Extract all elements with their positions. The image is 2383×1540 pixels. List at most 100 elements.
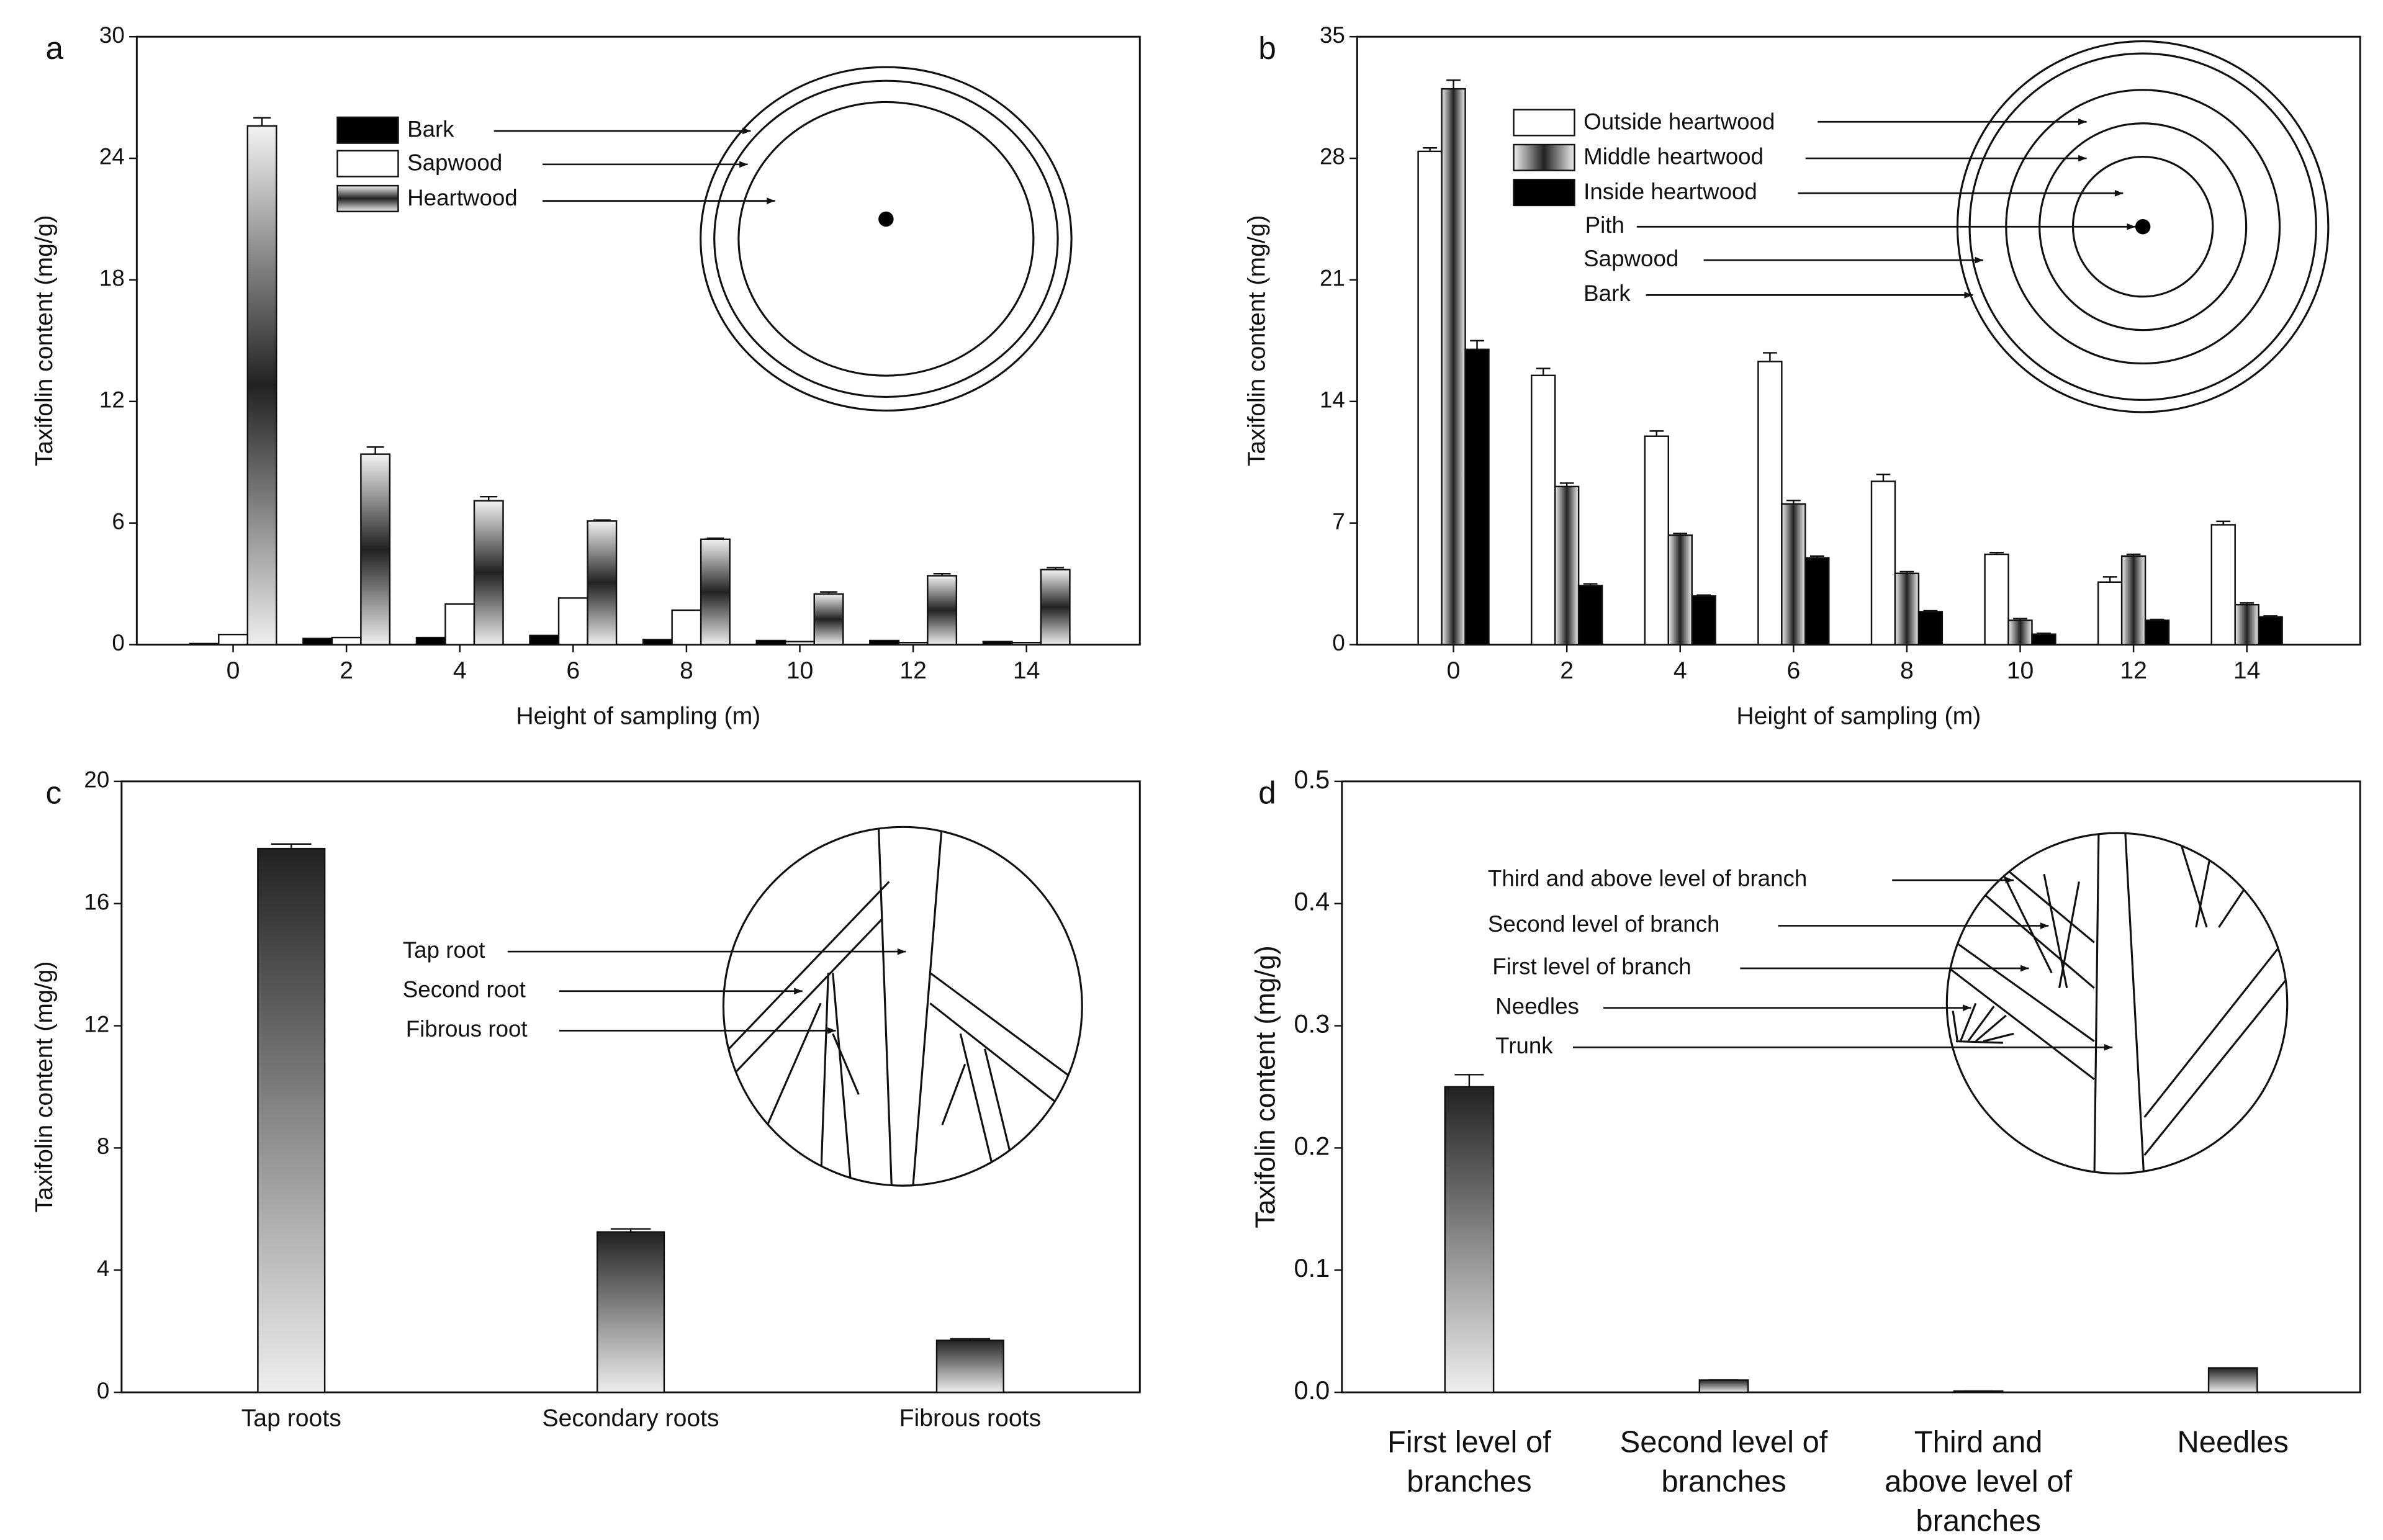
bar xyxy=(2210,524,2236,646)
x-tick-label: 2 xyxy=(1560,657,1574,684)
legend-label: Inside heartwood xyxy=(1583,179,1757,204)
y-tick-label: 7 xyxy=(1332,508,1345,534)
y-tick-label: 20 xyxy=(84,767,109,793)
bar xyxy=(557,597,588,646)
diagram-b xyxy=(1636,40,2330,413)
bar xyxy=(1644,435,1669,646)
y-tick-label: 0.5 xyxy=(1294,765,1330,794)
bar xyxy=(935,1340,1004,1394)
legend-swatch xyxy=(1513,179,1575,207)
x-tick-label: First level of branches xyxy=(1387,1425,1551,1498)
y-tick-label: 0 xyxy=(97,1378,109,1403)
bar xyxy=(1691,595,1716,646)
y-tick-label: 0.1 xyxy=(1294,1253,1330,1282)
error-bar xyxy=(253,117,271,126)
y-tick-label: 16 xyxy=(84,889,109,914)
error-bar xyxy=(2102,576,2117,582)
x-axis-label: Height of sampling (m) xyxy=(1736,703,1981,729)
error-bar xyxy=(1583,583,1598,586)
y-tick-label: 0 xyxy=(112,630,124,655)
panel-label: c xyxy=(45,774,61,810)
x-tick-label: 6 xyxy=(1786,657,1800,684)
bar xyxy=(189,642,220,646)
x-tick-label: 0 xyxy=(227,657,240,684)
error-bar xyxy=(2037,633,2051,634)
annotation: Fibrous root xyxy=(406,1016,528,1042)
error-bar xyxy=(593,519,611,521)
x-tick-label: Tap roots xyxy=(241,1405,341,1432)
bar xyxy=(1554,485,1580,646)
x-axis-label: Height of sampling (m) xyxy=(516,703,760,729)
bar xyxy=(1464,348,1490,646)
bar xyxy=(2097,581,2123,646)
bar xyxy=(2258,616,2283,646)
error-bar xyxy=(820,591,837,594)
panel-label: d xyxy=(1258,774,1276,810)
annotation: Bark xyxy=(1583,281,1631,306)
y-tick-label: 14 xyxy=(1320,387,1345,412)
x-tick-label: 8 xyxy=(1900,657,1914,684)
y-axis-label: Taxifolin content (mg/g) xyxy=(31,961,58,1213)
x-tick-label: Second level of branches xyxy=(1620,1425,1828,1498)
legend-label: Sapwood xyxy=(407,150,502,176)
legend-swatch xyxy=(1513,143,1575,171)
bar xyxy=(700,538,731,646)
bar xyxy=(415,636,446,646)
error-bar xyxy=(1047,567,1065,570)
bar xyxy=(1040,569,1071,646)
error-bar xyxy=(480,495,498,501)
bar xyxy=(927,575,958,646)
y-tick-label: 28 xyxy=(1320,144,1345,169)
annotation: Needles xyxy=(1495,993,1579,1019)
bar xyxy=(246,125,277,646)
y-tick-label: 12 xyxy=(84,1011,109,1037)
bar xyxy=(1441,88,1466,646)
bar xyxy=(1894,572,1920,646)
bar xyxy=(2234,603,2259,646)
bar xyxy=(1698,1379,1749,1394)
bar xyxy=(360,453,391,646)
bar xyxy=(1667,534,1693,646)
error-bar xyxy=(1673,533,1688,536)
bar xyxy=(1984,553,2009,646)
x-tick-label: 14 xyxy=(2233,657,2261,684)
bar xyxy=(785,641,815,646)
x-tick-label: 6 xyxy=(566,657,580,684)
error-bar xyxy=(2216,520,2231,525)
annotation: Trunk xyxy=(1495,1033,1553,1058)
error-bar xyxy=(1454,1074,1484,1087)
x-tick-label: Third and above level of branches xyxy=(1885,1425,2072,1538)
y-tick-label: 24 xyxy=(99,144,125,169)
y-tick-label: 0.2 xyxy=(1294,1131,1330,1160)
error-bar xyxy=(1696,594,1711,597)
x-tick-label: 8 xyxy=(680,657,693,684)
error-bar xyxy=(933,573,951,576)
diagram-d xyxy=(1573,832,2289,1175)
bar xyxy=(755,639,786,646)
plot-frame xyxy=(135,35,1141,646)
bar xyxy=(2007,619,2033,646)
annotation: Tap root xyxy=(403,937,485,963)
x-tick-label: 10 xyxy=(2007,657,2034,684)
y-axis-label: Taxifolin content (mg/g) xyxy=(31,215,58,466)
x-tick-label: Fibrous roots xyxy=(899,1405,1042,1432)
y-tick-label: 0 xyxy=(1332,630,1345,655)
bar xyxy=(869,639,900,646)
legend-swatch xyxy=(336,116,399,144)
x-tick-label: 4 xyxy=(1674,657,1687,684)
error-bar xyxy=(1649,430,1664,436)
bar xyxy=(1804,557,1830,646)
y-tick-label: 0.3 xyxy=(1294,1009,1330,1038)
legend-swatch xyxy=(336,184,399,212)
legend-label: Middle heartwood xyxy=(1583,144,1764,169)
plot-frame xyxy=(1341,780,2361,1394)
bar xyxy=(671,609,702,646)
plot-frame xyxy=(1356,35,2361,646)
error-bar xyxy=(1470,340,1484,349)
error-bar xyxy=(1876,474,1891,482)
y-tick-label: 0.4 xyxy=(1294,887,1330,916)
x-tick-label: 4 xyxy=(453,657,467,684)
annotation: Pith xyxy=(1585,212,1624,238)
annotation: Second level of branch xyxy=(1488,911,1720,937)
error-bar xyxy=(366,446,384,454)
